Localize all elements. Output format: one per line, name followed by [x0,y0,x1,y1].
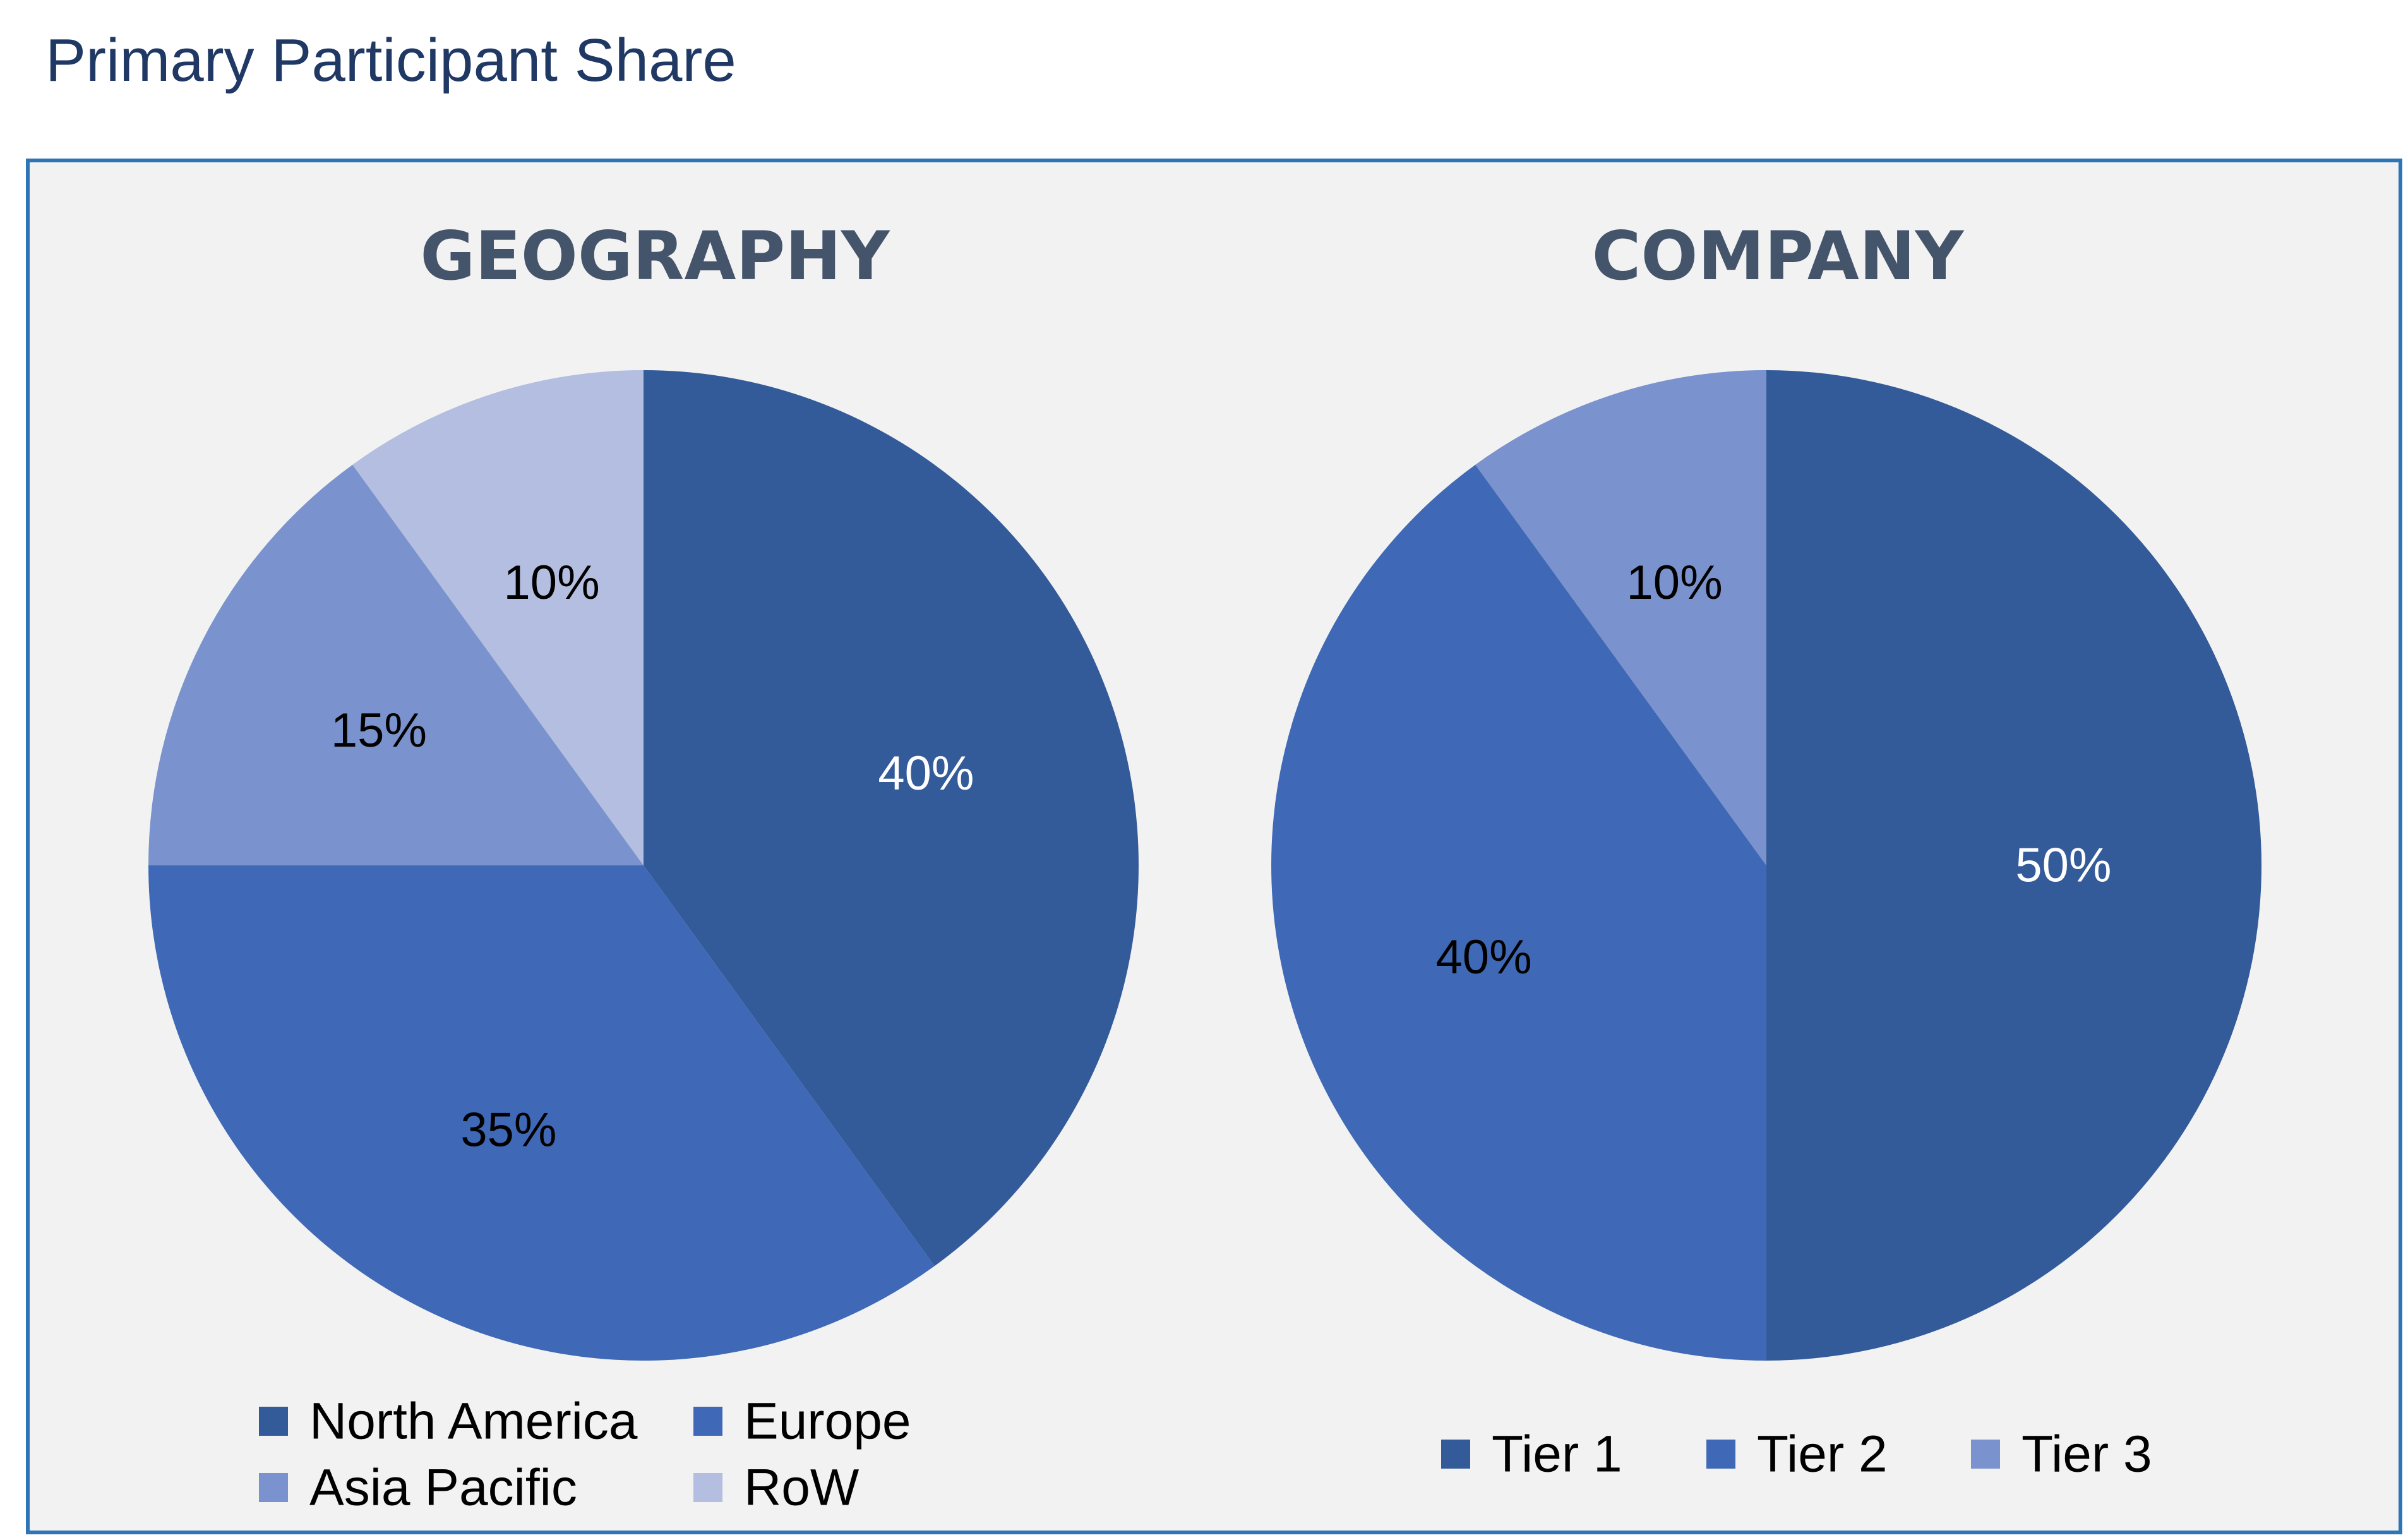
geography-slice-labels: 40% 35% 15% 10% [331,556,974,1157]
geography-legend-label-europe: Europe [744,1393,911,1450]
geography-legend-swatch-row [693,1473,722,1502]
geography-label-asia-pacific: 15% [331,704,427,757]
company-legend-item-tier-1: Tier 1 [1441,1426,1622,1483]
company-label-tier-1: 50% [2015,839,2111,893]
geography-legend: North America Europe Asia Pacific RoW [259,1393,911,1517]
geography-label-north-america: 40% [878,747,974,800]
geography-chart: GEOGRAPHY 40% 35% 15% 10% North America Euro… [148,217,1139,1517]
geography-legend-item-asia-pacific: Asia Pacific [259,1459,577,1517]
company-label-tier-3: 10% [1627,556,1723,610]
geography-legend-label-row: RoW [744,1459,860,1517]
geography-legend-swatch-asia-pacific [259,1473,288,1502]
company-legend-label-tier-3: Tier 3 [2022,1426,2152,1483]
geography-slice-row [352,370,644,865]
company-chart-title: COMPANY [1592,217,1965,295]
geography-legend-item-north-america: North America [259,1393,638,1450]
company-label-tier-2: 40% [1436,930,1532,984]
company-chart: COMPANY 50% 40% 10% Tier 1 Tier 2 Tier 3 [1271,217,2261,1483]
company-legend-label-tier-2: Tier 2 [1757,1426,1888,1483]
company-legend-item-tier-2: Tier 2 [1706,1426,1888,1483]
geography-pie [148,370,1139,1361]
company-legend-swatch-tier-2 [1706,1440,1735,1469]
company-slice-labels: 50% 40% 10% [1436,556,2112,984]
geography-legend-swatch-north-america [259,1407,288,1436]
geography-slice-europe [148,865,935,1361]
company-slice-tier-3 [1475,370,1766,865]
geography-legend-label-north-america: North America [309,1393,638,1450]
page-title: Primary Participant Share [45,27,736,94]
company-pie [1271,370,2261,1361]
company-legend-swatch-tier-1 [1441,1440,1470,1469]
company-legend: Tier 1 Tier 2 Tier 3 [1441,1426,2152,1483]
geography-chart-title: GEOGRAPHY [420,217,890,295]
geography-legend-item-row: RoW [693,1459,860,1517]
company-legend-item-tier-3: Tier 3 [1971,1426,2152,1483]
geography-legend-item-europe: Europe [693,1393,911,1450]
geography-legend-swatch-europe [693,1407,722,1436]
geography-label-row: 10% [504,556,600,610]
company-legend-swatch-tier-3 [1971,1440,2000,1469]
company-slice-tier-1 [1766,370,2261,1361]
geography-slice-north-america [644,370,1139,1266]
geography-legend-label-asia-pacific: Asia Pacific [309,1459,577,1517]
geography-slice-asia-pacific [148,464,644,865]
company-legend-label-tier-1: Tier 1 [1492,1426,1622,1483]
geography-label-europe: 35% [460,1104,556,1157]
company-slice-tier-2 [1271,464,1766,1361]
